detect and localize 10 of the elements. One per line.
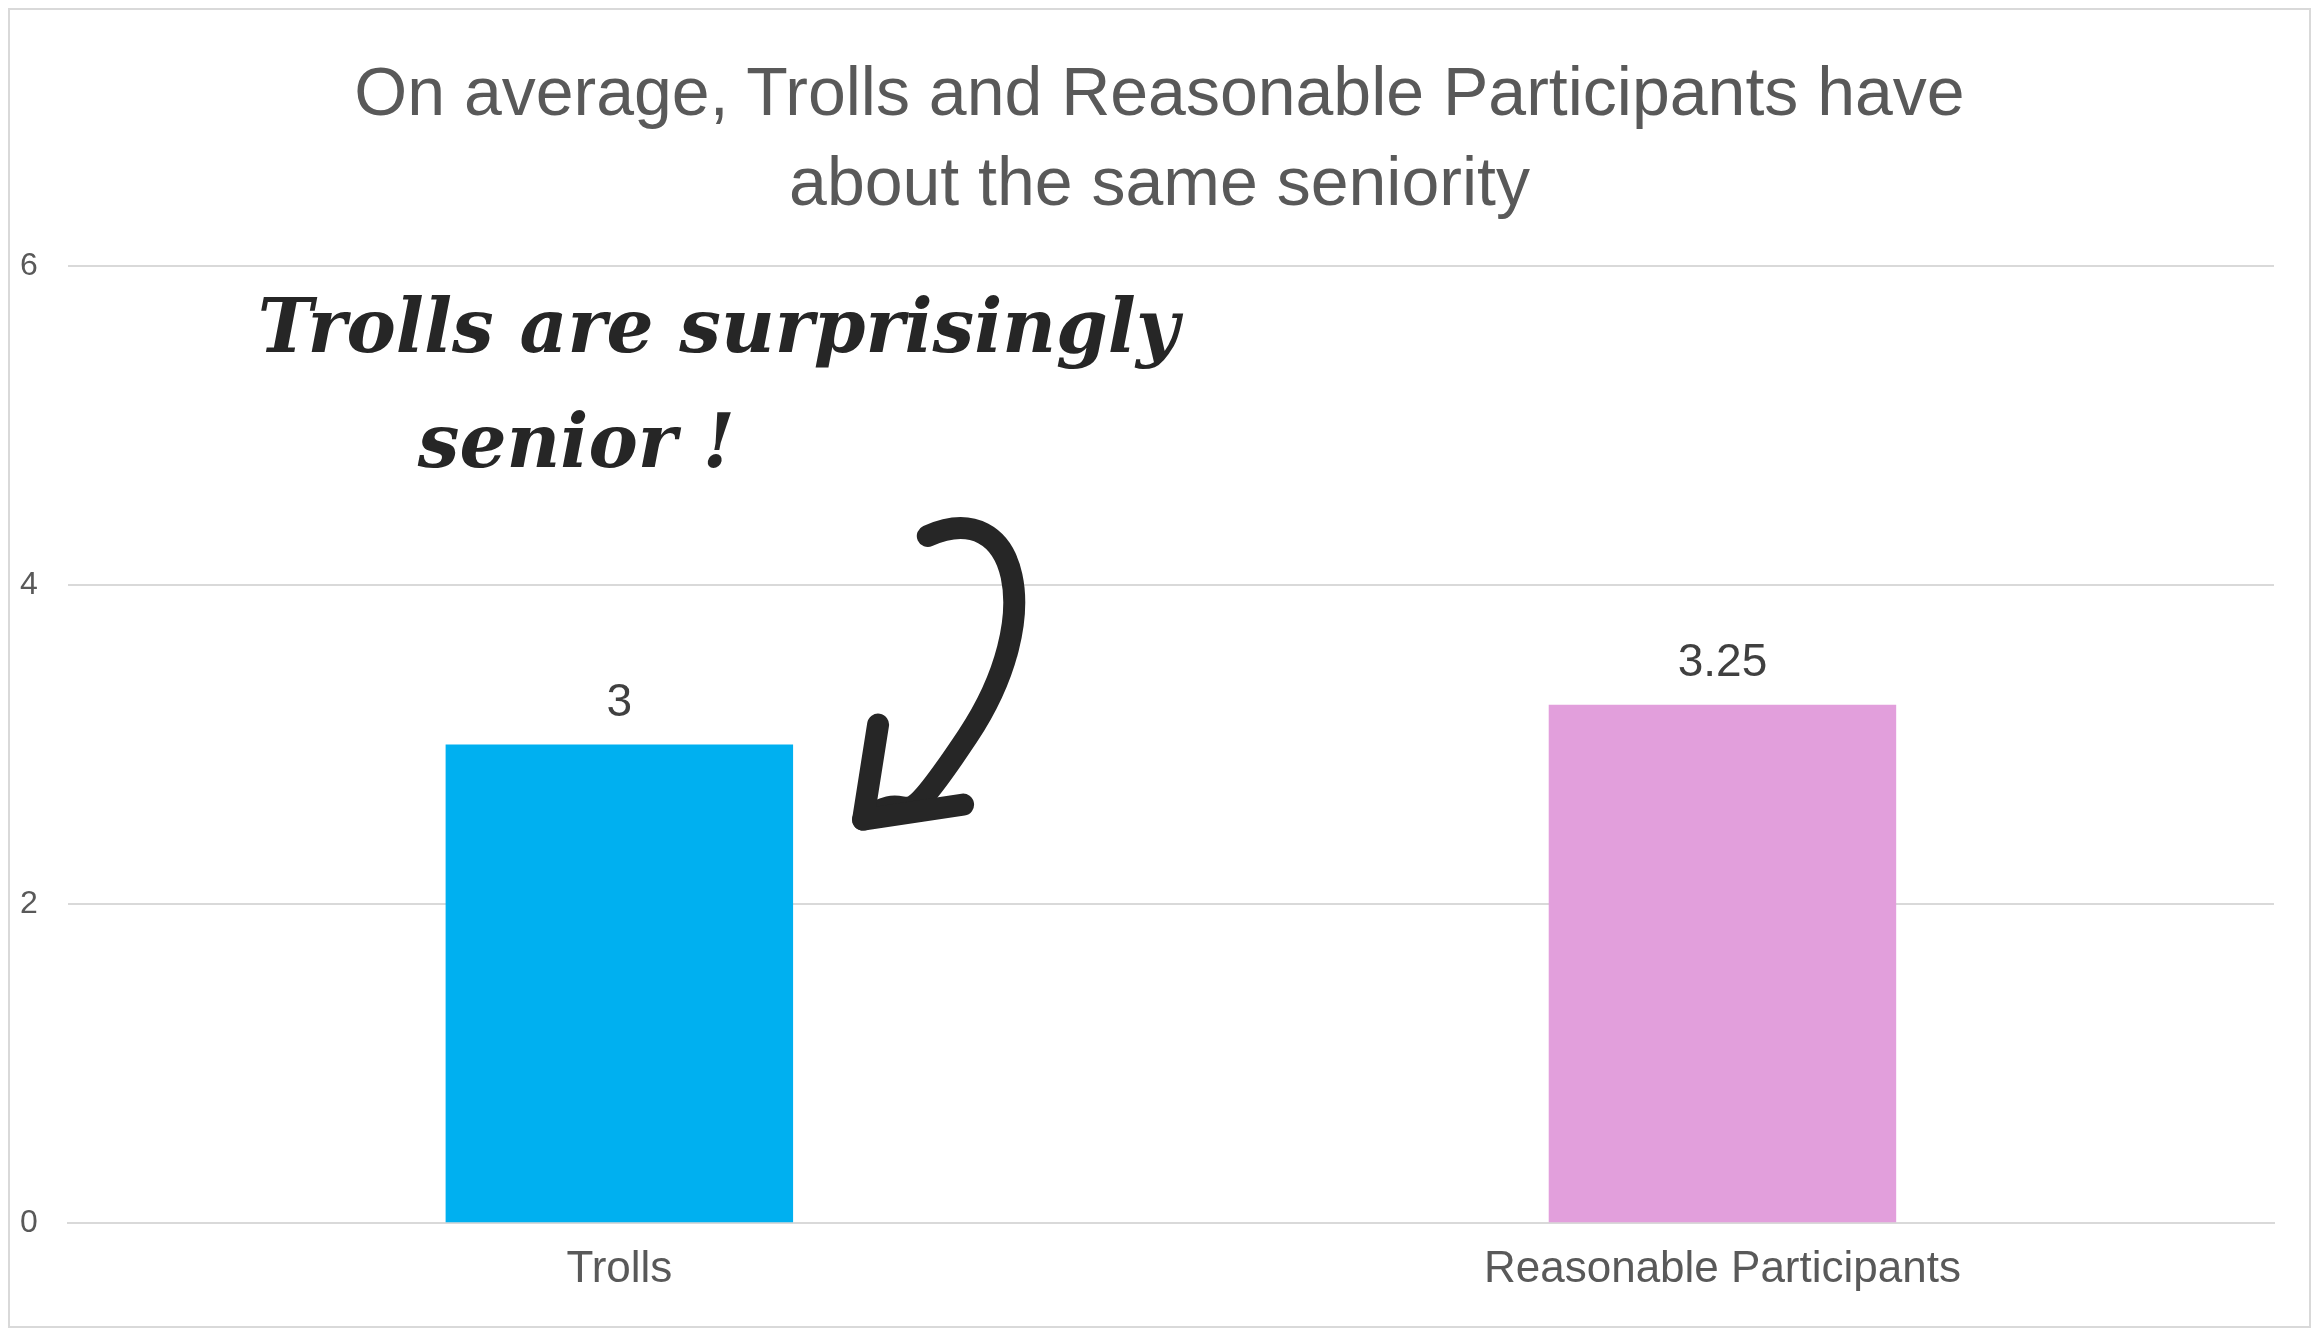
x-tick-label: Trolls [566,1241,673,1291]
data-label: 3.25 [1677,634,1768,687]
y-tick-label: 6 [20,245,38,282]
y-tick-label: 2 [20,883,38,920]
data-label: 3 [606,674,633,727]
y-tick-label: 0 [20,1203,38,1240]
y-tick-label: 4 [20,564,38,601]
x-tick-label: Reasonable Participants [1483,1241,1961,1291]
chart-title: On average, Trolls and Reasonable Participants have about the same seniority [353,52,1966,221]
annotation: Trolls are surprisingly senior ! [257,283,1184,485]
